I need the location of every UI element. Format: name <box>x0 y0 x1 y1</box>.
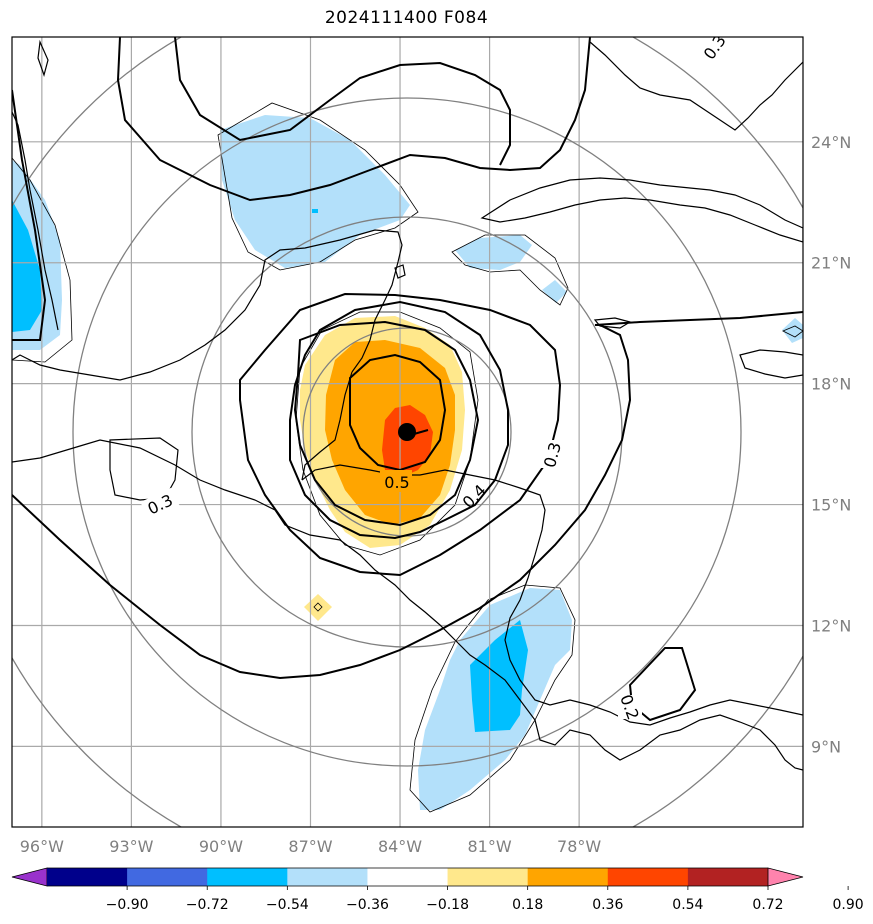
lat-tick-label: 12°N <box>811 616 851 635</box>
coast-texas <box>12 111 59 331</box>
coast-hispaniola <box>739 349 803 379</box>
storm-center-marker <box>398 423 416 441</box>
colorbar-extend-low <box>11 867 48 887</box>
contour-label-bg-4 <box>380 470 412 492</box>
colorbar-segment <box>687 868 769 886</box>
coast-yucatan-east <box>301 371 353 481</box>
thin-contour-east <box>782 325 803 338</box>
thin-contour-cuba <box>451 234 569 306</box>
colorbar-tick-label: −0.54 <box>266 897 309 913</box>
colorbar-tick-label: 0.72 <box>752 897 783 913</box>
thick-contour-big-ring <box>239 292 562 577</box>
map-border <box>11 36 804 828</box>
coast-cuba <box>480 177 803 243</box>
lon-tick-label: 84°W <box>378 837 422 856</box>
lon-tick-label: 93°W <box>109 837 153 856</box>
thin-contour-diamond <box>313 602 323 612</box>
contour-label-bg-1 <box>140 487 180 521</box>
thick-contours <box>12 37 803 722</box>
thin-contour-gulf <box>217 102 419 271</box>
fill-cuba-light-blue <box>455 235 532 270</box>
colorbar-segment <box>367 868 449 886</box>
fill-gulf-small-blue <box>312 209 318 213</box>
longitude-labels: 96°W 93°W 90°W 87°W 84°W 81°W 78°W <box>20 837 602 856</box>
colorbar-segment <box>127 868 208 886</box>
range-ring-3 <box>72 97 742 767</box>
colorbar-segment <box>527 868 609 886</box>
coast-islands-2 <box>394 264 406 279</box>
colorbar-extend-high <box>767 867 804 887</box>
thick-contour-ring1 <box>289 300 509 540</box>
lon-tick-label: 90°W <box>199 837 243 856</box>
coast-mexico-gulf <box>12 229 403 381</box>
lat-tick-label: 21°N <box>811 254 851 273</box>
coast-islands-1 <box>37 39 49 78</box>
colorbar-tick-label: −0.90 <box>106 897 149 913</box>
lon-tick-label: 87°W <box>288 837 332 856</box>
storm-track-tick <box>413 429 429 435</box>
lat-tick-label: 24°N <box>811 133 851 152</box>
colorbar-tick-label: 0.54 <box>672 897 703 913</box>
fill-east-light-blue <box>782 318 803 343</box>
colorbar: −0.90 −0.72 −0.54 −0.36 −0.18 0.18 0.36 0.54 0.7… <box>11 867 864 913</box>
lat-tick-label: 9°N <box>811 737 841 756</box>
thick-contour-top <box>116 37 591 202</box>
thin-contour-storm <box>295 311 479 556</box>
thick-contour-outer <box>12 311 803 680</box>
colorbar-segment <box>607 868 689 886</box>
contour-label-bg-2 <box>540 440 560 468</box>
thick-contour-ring2 <box>293 320 480 527</box>
fill-storm-red <box>382 405 433 478</box>
thick-contour-upper <box>174 37 511 166</box>
colorbar-segment <box>47 868 128 886</box>
coastlines <box>12 39 803 771</box>
colorbar-tick-label: −0.36 <box>346 897 389 913</box>
fill-cuba-light-blue-2 <box>542 280 567 303</box>
map-layers: 0.3 0.3 0.3 0.5 0.4 0.2 <box>12 37 803 827</box>
colorbar-tick-label: −0.72 <box>186 897 229 913</box>
latitude-labels: 9°N 12°N 15°N 18°N 21°N 24°N <box>811 133 851 757</box>
contour-label-4: 0.5 <box>384 473 409 492</box>
lat-tick-label: 18°N <box>811 375 851 394</box>
shaded-field <box>12 115 803 810</box>
lon-tick-label: 78°W <box>557 837 601 856</box>
colorbar-outline <box>47 867 768 887</box>
colorbar-segment <box>447 868 529 886</box>
lat-tick-label: 15°N <box>811 496 851 515</box>
thick-contour-left <box>12 89 47 341</box>
lon-tick-label: 81°W <box>467 837 511 856</box>
coast-florida <box>589 41 803 131</box>
colorbar-tick-label: 0.18 <box>512 897 543 913</box>
coast-central-america-caribbean <box>301 464 803 726</box>
contour-label-bg-6 <box>618 695 642 719</box>
colorbar-tick-label: −0.18 <box>426 897 469 913</box>
coast-central-america-pacific <box>12 439 803 771</box>
fill-gulf-light-blue <box>220 115 410 268</box>
thin-contour-left <box>12 157 73 363</box>
colorbar-segment <box>207 868 288 886</box>
lon-tick-label: 96°W <box>20 837 64 856</box>
thick-contour-ring3 <box>349 353 447 472</box>
colorbar-tick-label: 0.90 <box>833 897 864 913</box>
colorbar-tick-label: 0.36 <box>592 897 623 913</box>
colorbar-segment <box>287 868 368 886</box>
plot-title: 2024111400 F084 <box>324 8 489 28</box>
fill-left-blue <box>12 200 42 332</box>
